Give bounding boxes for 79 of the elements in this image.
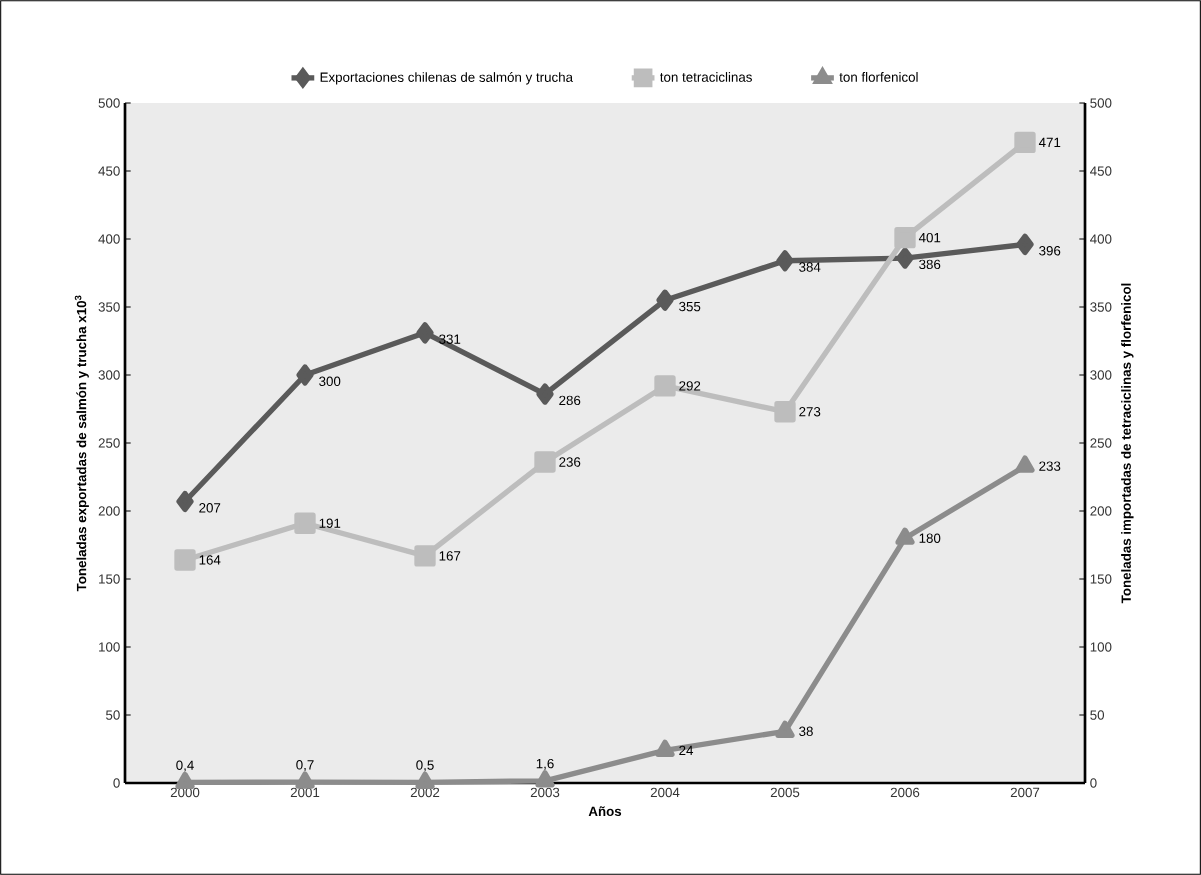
- x-tick-label: 2005: [770, 787, 800, 798]
- point: [1015, 455, 1035, 473]
- data-label: 331: [439, 334, 461, 344]
- data-label: 236: [559, 457, 581, 467]
- x-tick-label: 2003: [530, 787, 560, 798]
- y-tick-label: 250: [98, 438, 120, 448]
- y2-tick-label: 200: [1090, 506, 1112, 516]
- y2-tick-label: 150: [1090, 574, 1112, 584]
- point: [414, 545, 436, 567]
- data-label: 164: [199, 555, 221, 565]
- point: [1014, 131, 1036, 154]
- x-tick-label: 2001: [290, 787, 320, 798]
- data-label: 167: [439, 551, 461, 561]
- data-label: 384: [799, 262, 821, 272]
- data-label: 1,6: [536, 758, 554, 770]
- y-tick-label: 0: [113, 778, 120, 788]
- y2-tick-label: 350: [1090, 302, 1112, 312]
- x-tick-label: 2004: [650, 787, 680, 798]
- legend-label: ton florfenicol: [839, 72, 918, 82]
- point: [896, 247, 914, 269]
- point: [416, 322, 434, 344]
- y-tick-label: 100: [99, 642, 120, 652]
- point: [894, 226, 916, 249]
- point: [536, 383, 554, 405]
- point: [655, 739, 675, 758]
- data-label: 0,4: [176, 760, 194, 772]
- data-label: 471: [1038, 137, 1061, 148]
- y2-axis-title: Toneladas importadas de tetraciclinas y florfenicol: [1121, 283, 1134, 604]
- data-label: 300: [319, 376, 341, 387]
- data-label: 0,5: [416, 760, 434, 772]
- y-tick-label: 150: [99, 574, 120, 584]
- data-label: 386: [919, 259, 941, 270]
- data-label: 355: [679, 301, 701, 312]
- y-tick-label: 200: [98, 506, 120, 516]
- y2-tick-label: 50: [1090, 710, 1105, 720]
- point: [534, 451, 556, 473]
- y2-tick-label: 0: [1090, 778, 1097, 788]
- y-axis-title: Toneladas exportadas de salmón y trucha x10$^{3}$: [74, 295, 89, 592]
- y-tick-label: 300: [98, 370, 120, 380]
- data-label: 207: [199, 503, 221, 513]
- y2-tick-label: 500: [1090, 98, 1112, 108]
- legend-label: Exportaciones chilenas de salmón y trucha: [320, 71, 574, 85]
- y-tick-label: 350: [98, 302, 120, 312]
- point: [775, 720, 795, 738]
- data-label: 396: [1039, 246, 1061, 256]
- y2-tick-label: 300: [1090, 370, 1112, 380]
- point: [1016, 233, 1034, 256]
- point: [895, 527, 915, 545]
- data-label: 273: [799, 407, 821, 417]
- y2-tick-label: 100: [1090, 642, 1112, 652]
- x-tick-label: 2006: [890, 787, 920, 798]
- x-tick-label: 2007: [1010, 787, 1040, 798]
- data-label: 0,7: [296, 760, 314, 772]
- data-label: 180: [919, 533, 941, 543]
- point: [774, 401, 796, 423]
- data-label: 38: [799, 726, 813, 737]
- point: [656, 289, 674, 311]
- x-axis-title: Años: [588, 806, 622, 817]
- data-label: 24: [679, 745, 694, 756]
- y2-tick-label: 400: [1090, 234, 1112, 244]
- data-label: 292: [679, 381, 701, 391]
- point: [176, 490, 194, 513]
- data-label: 401: [918, 232, 941, 243]
- y-tick-label: 400: [98, 234, 120, 244]
- point: [294, 512, 316, 534]
- data-label: 233: [1039, 461, 1061, 471]
- data-label: 286: [559, 395, 581, 406]
- data-label: 191: [319, 518, 341, 528]
- legend-label: ton tetraciclinas: [660, 72, 752, 82]
- point: [296, 364, 314, 386]
- y2-tick-label: 450: [1090, 166, 1112, 176]
- point: [654, 375, 676, 397]
- point: [174, 549, 196, 571]
- y-tick-label: 50: [106, 710, 120, 720]
- point: [776, 250, 794, 272]
- y2-tick-label: 250: [1090, 438, 1112, 448]
- y-tick-label: 450: [98, 166, 120, 176]
- y-tick-label: 500: [98, 98, 120, 108]
- point: [535, 770, 555, 788]
